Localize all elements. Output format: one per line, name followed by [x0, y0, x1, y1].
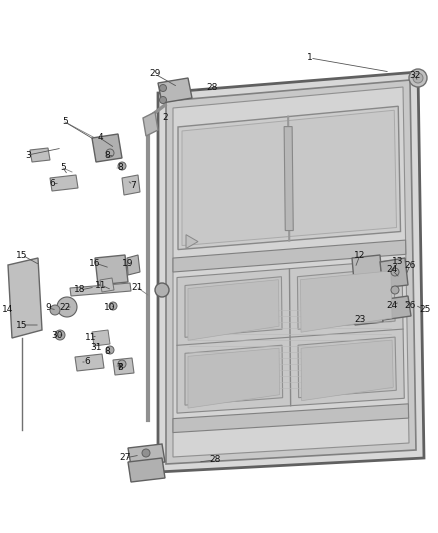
Polygon shape	[352, 295, 383, 325]
Text: 18: 18	[74, 286, 86, 295]
Polygon shape	[173, 404, 409, 433]
Text: 9: 9	[45, 303, 51, 312]
Circle shape	[159, 96, 166, 103]
Text: 8: 8	[117, 164, 123, 173]
Polygon shape	[100, 278, 114, 292]
Text: 31: 31	[90, 343, 102, 352]
Circle shape	[391, 286, 399, 294]
Polygon shape	[352, 255, 383, 293]
Circle shape	[109, 302, 117, 310]
Text: 5: 5	[62, 117, 68, 126]
Text: 3: 3	[25, 150, 31, 159]
Circle shape	[106, 149, 114, 157]
Text: 10: 10	[104, 303, 116, 312]
Polygon shape	[188, 280, 279, 340]
Text: 25: 25	[419, 305, 431, 314]
Polygon shape	[8, 258, 42, 338]
Polygon shape	[380, 258, 408, 288]
Polygon shape	[92, 134, 122, 162]
Polygon shape	[122, 175, 140, 195]
Circle shape	[155, 283, 169, 297]
Text: 2: 2	[162, 114, 168, 123]
Polygon shape	[173, 87, 409, 457]
Circle shape	[142, 449, 150, 457]
Text: 16: 16	[89, 259, 101, 268]
Text: 11: 11	[85, 333, 97, 342]
Text: 12: 12	[354, 251, 366, 260]
Circle shape	[50, 305, 60, 315]
Polygon shape	[182, 110, 396, 246]
Polygon shape	[177, 260, 404, 413]
Polygon shape	[70, 283, 131, 296]
Polygon shape	[185, 345, 283, 405]
Polygon shape	[380, 296, 411, 320]
Circle shape	[118, 360, 126, 368]
Text: 6: 6	[49, 180, 55, 189]
Text: 8: 8	[104, 348, 110, 357]
Text: 29: 29	[149, 69, 161, 78]
Text: 7: 7	[116, 364, 122, 373]
Text: 24: 24	[386, 301, 398, 310]
Circle shape	[409, 69, 427, 87]
Polygon shape	[178, 106, 400, 249]
Circle shape	[106, 346, 114, 354]
Text: 11: 11	[95, 280, 107, 289]
Circle shape	[57, 297, 77, 317]
Polygon shape	[128, 458, 165, 482]
Polygon shape	[166, 80, 416, 464]
Text: 19: 19	[122, 259, 134, 268]
Text: 22: 22	[60, 303, 71, 311]
Text: 4: 4	[97, 133, 103, 142]
Polygon shape	[185, 277, 282, 337]
Text: 13: 13	[392, 257, 404, 266]
Text: 6: 6	[84, 358, 90, 367]
Polygon shape	[30, 148, 50, 162]
Polygon shape	[188, 348, 279, 408]
Circle shape	[413, 73, 423, 83]
Circle shape	[118, 162, 126, 170]
Text: 24: 24	[386, 265, 398, 274]
Circle shape	[159, 85, 166, 92]
Polygon shape	[50, 175, 78, 191]
Polygon shape	[298, 337, 396, 398]
Text: 23: 23	[354, 316, 366, 325]
Polygon shape	[75, 354, 104, 371]
Text: 26: 26	[404, 261, 416, 270]
Text: 32: 32	[410, 70, 420, 79]
Text: 8: 8	[104, 150, 110, 159]
Polygon shape	[300, 271, 392, 332]
Text: 15: 15	[16, 251, 28, 260]
Circle shape	[391, 268, 399, 276]
Text: 14: 14	[2, 305, 14, 314]
Text: 8: 8	[117, 362, 123, 372]
Polygon shape	[284, 127, 293, 231]
Text: 30: 30	[51, 330, 63, 340]
Text: 15: 15	[16, 320, 28, 329]
Polygon shape	[95, 255, 128, 285]
Circle shape	[55, 330, 65, 340]
Text: 7: 7	[130, 181, 136, 190]
Text: 27: 27	[119, 454, 131, 463]
Text: 5: 5	[60, 164, 66, 173]
Polygon shape	[127, 255, 140, 275]
Polygon shape	[158, 72, 424, 472]
Polygon shape	[92, 330, 110, 346]
Polygon shape	[173, 240, 406, 272]
Polygon shape	[143, 112, 158, 136]
Text: 1: 1	[307, 53, 313, 62]
Text: 28: 28	[206, 84, 218, 93]
Polygon shape	[301, 340, 393, 401]
Polygon shape	[128, 444, 165, 466]
Text: 26: 26	[404, 301, 416, 310]
Polygon shape	[297, 268, 395, 329]
Polygon shape	[158, 78, 192, 103]
Text: 28: 28	[209, 456, 221, 464]
Text: 21: 21	[131, 284, 143, 293]
Polygon shape	[113, 358, 134, 375]
